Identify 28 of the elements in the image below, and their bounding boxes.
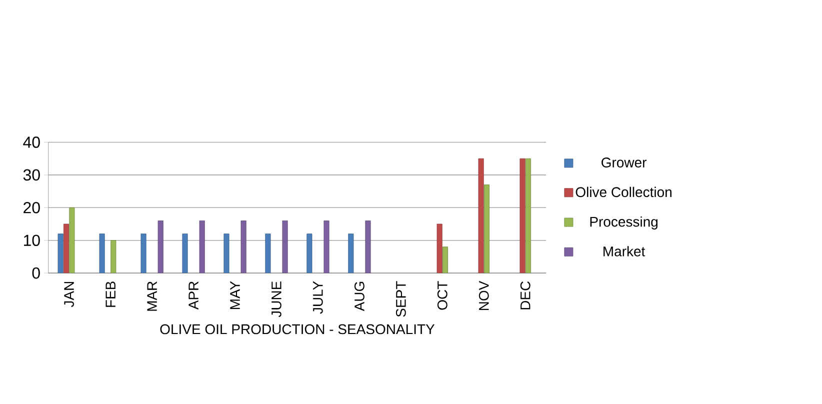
bar	[199, 220, 205, 274]
y-tick-label: 10	[24, 234, 40, 246]
bar	[240, 220, 246, 274]
x-tick-label: JUNE	[272, 282, 282, 318]
legend-label: Olive Collection	[576, 186, 672, 198]
x-tick-label: MAY	[230, 281, 240, 310]
bar	[365, 220, 371, 274]
y-tick-label: 20	[24, 202, 40, 214]
bar	[324, 220, 330, 274]
bar	[282, 220, 288, 274]
x-tick-label: JAN	[64, 282, 74, 308]
legend-label: Grower	[602, 158, 646, 168]
x-tick-label: AUG	[354, 282, 364, 312]
x-tick-label: FEB	[106, 282, 116, 307]
legend-label: Processing	[590, 216, 658, 230]
x-tick-label: NOV	[478, 280, 489, 310]
x-axis-title: OLIVE OIL PRODUCTION - SEASONALITY	[160, 324, 435, 334]
x-tick-label: JULY	[313, 281, 323, 314]
bar	[158, 220, 164, 274]
x-tick-label: OCT	[437, 281, 448, 310]
y-tick-label: 0	[32, 267, 40, 279]
x-tick-label: MAR	[147, 282, 157, 311]
x-tick-label: DEC	[520, 281, 530, 310]
y-tick-label: 40	[23, 136, 40, 148]
x-tick-label: SEPT	[396, 281, 406, 317]
legend-label: Market	[604, 246, 646, 256]
x-tick-label: APR	[188, 282, 198, 310]
y-tick-label: 30	[23, 169, 40, 181]
